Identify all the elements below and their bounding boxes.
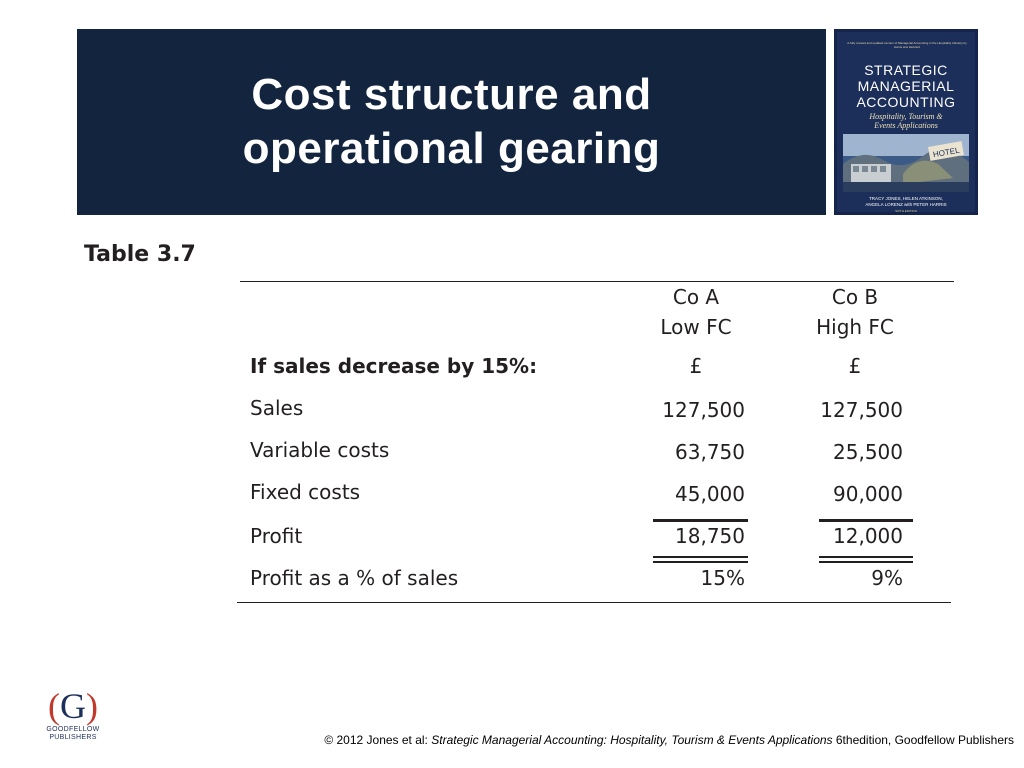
- book-cover-authors-line-2: ANGELA LORENZ with PETER HARRIS: [865, 202, 947, 207]
- logo-paren-close: ): [86, 686, 98, 726]
- table-bottom-rule: [237, 602, 951, 603]
- profit-value-a: 18,750: [675, 524, 745, 548]
- col-b-header-line-2: High FC: [816, 315, 894, 339]
- row-label-fixed-costs: Fixed costs: [250, 480, 361, 504]
- fixed-costs-value-b: 90,000: [833, 482, 903, 506]
- row-label-variable-costs: Variable costs: [250, 438, 390, 462]
- logo-wordmark-line-2: PUBLISHERS: [49, 734, 97, 741]
- profit-double-rule-b-top: [819, 556, 913, 558]
- col-a-currency: £: [689, 354, 703, 378]
- col-b-header-line-1: Co B: [831, 285, 879, 309]
- logo-wordmark-line-1: GOODFELLOW: [46, 726, 100, 733]
- scenario-label: If sales decrease by 15%:: [250, 354, 538, 378]
- logo-wordmark: GOODFELLOW PUBLISHERS: [38, 726, 108, 742]
- title-banner: Cost structure and operational gearing: [77, 29, 826, 215]
- book-cover-blurb: A fully revised and updated version of M…: [847, 41, 967, 49]
- profit-double-rule-b-bottom: [819, 561, 913, 563]
- book-cover-title-line-3: ACCOUNTING: [856, 94, 956, 110]
- logo-mark: (G): [44, 686, 102, 726]
- book-cover-subtitle-line-1: Hospitality, Tourism &: [869, 112, 943, 121]
- book-cover-subtitle-line-2: Events Applications: [874, 121, 938, 130]
- profit-double-rule-a-bottom: [653, 561, 748, 563]
- table-top-rule: [240, 281, 954, 282]
- profit-percent-value-b: 9%: [871, 566, 903, 590]
- book-cover-photo: HOTEL: [843, 134, 969, 192]
- col-a-header-line-1: Co A: [672, 285, 720, 309]
- footer-prefix: © 2012 Jones et al:: [324, 733, 432, 747]
- profit-percent-value-a: 15%: [700, 566, 745, 590]
- variable-costs-value-b: 25,500: [833, 440, 903, 464]
- goodfellow-logo: (G) GOODFELLOW PUBLISHERS: [38, 686, 108, 748]
- book-cover-image: A fully revised and updated version of M…: [834, 29, 978, 215]
- footer-suffix: 6thedition, Goodfellow Publishers: [832, 733, 1014, 747]
- book-cover-title-line-2: MANAGERIAL: [857, 78, 955, 94]
- footer-book-title: Strategic Managerial Accounting: Hospita…: [431, 733, 833, 747]
- book-cover-title-line-1: STRATEGIC: [864, 62, 948, 78]
- book-cover-authors-line-1: TRACY JONES, HELEN ATKINSON,: [869, 196, 943, 201]
- profit-value-b: 12,000: [833, 524, 903, 548]
- book-cover-authors: TRACY JONES, HELEN ATKINSON, ANGELA LORE…: [837, 196, 975, 208]
- logo-letter: G: [60, 686, 86, 726]
- book-cover-edition: SIXTH EDITION: [895, 209, 917, 213]
- sales-value-b: 127,500: [820, 398, 903, 422]
- variable-costs-value-a: 63,750: [675, 440, 745, 464]
- slide-title: Cost structure and operational gearing: [243, 68, 661, 176]
- slide-title-line-1: Cost structure and: [251, 70, 652, 119]
- sales-value-a: 127,500: [662, 398, 745, 422]
- book-cover-title: STRATEGIC MANAGERIAL ACCOUNTING: [837, 62, 975, 110]
- row-label-profit: Profit: [250, 524, 303, 548]
- col-a-header-line-2: Low FC: [660, 315, 732, 339]
- col-b-currency: £: [848, 354, 862, 378]
- row-label-profit-percent: Profit as a % of sales: [250, 566, 459, 590]
- profit-rule-b: [819, 519, 913, 522]
- logo-paren-open: (: [48, 686, 60, 726]
- book-cover-subtitle: Hospitality, Tourism & Events Applicatio…: [837, 112, 975, 130]
- copyright-footer: © 2012 Jones et al: Strategic Managerial…: [324, 733, 1014, 747]
- slide-title-line-2: operational gearing: [242, 124, 661, 173]
- profit-rule-a: [653, 519, 748, 522]
- table-label: Table 3.7: [84, 242, 196, 267]
- fixed-costs-value-a: 45,000: [675, 482, 745, 506]
- row-label-sales: Sales: [250, 396, 304, 420]
- profit-double-rule-a-top: [653, 556, 748, 558]
